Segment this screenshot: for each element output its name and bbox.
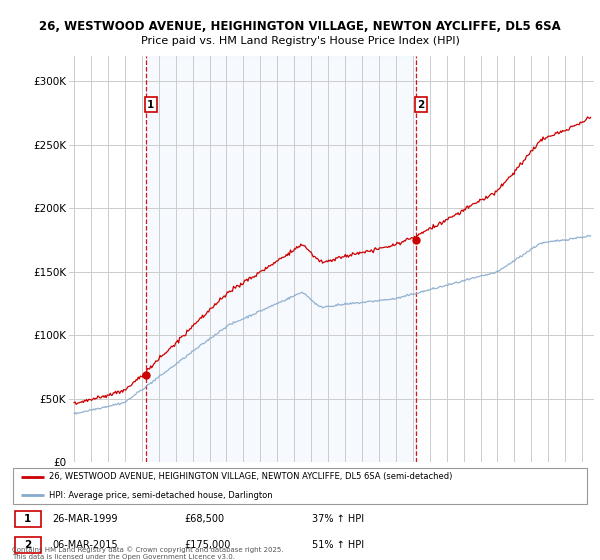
Text: £68,500: £68,500 — [185, 514, 225, 524]
Text: 06-MAR-2015: 06-MAR-2015 — [52, 540, 118, 550]
Text: 2: 2 — [417, 100, 425, 110]
Text: 51% ↑ HPI: 51% ↑ HPI — [311, 540, 364, 550]
Text: £175,000: £175,000 — [185, 540, 231, 550]
Bar — [15, 537, 41, 553]
Text: 26-MAR-1999: 26-MAR-1999 — [52, 514, 118, 524]
Text: 1: 1 — [24, 514, 31, 524]
Text: 37% ↑ HPI: 37% ↑ HPI — [311, 514, 364, 524]
Text: 2: 2 — [24, 540, 31, 550]
Text: HPI: Average price, semi-detached house, Darlington: HPI: Average price, semi-detached house,… — [49, 491, 273, 500]
Text: 26, WESTWOOD AVENUE, HEIGHINGTON VILLAGE, NEWTON AYCLIFFE, DL5 6SA (semi-detache: 26, WESTWOOD AVENUE, HEIGHINGTON VILLAGE… — [49, 473, 453, 482]
Text: Contains HM Land Registry data © Crown copyright and database right 2025.
This d: Contains HM Land Registry data © Crown c… — [12, 547, 284, 560]
Text: 26, WESTWOOD AVENUE, HEIGHINGTON VILLAGE, NEWTON AYCLIFFE, DL5 6SA: 26, WESTWOOD AVENUE, HEIGHINGTON VILLAGE… — [39, 20, 561, 32]
Text: Price paid vs. HM Land Registry's House Price Index (HPI): Price paid vs. HM Land Registry's House … — [140, 36, 460, 46]
FancyBboxPatch shape — [13, 468, 587, 505]
Bar — [15, 511, 41, 528]
Bar — [146, 56, 416, 462]
Text: 1: 1 — [147, 100, 154, 110]
